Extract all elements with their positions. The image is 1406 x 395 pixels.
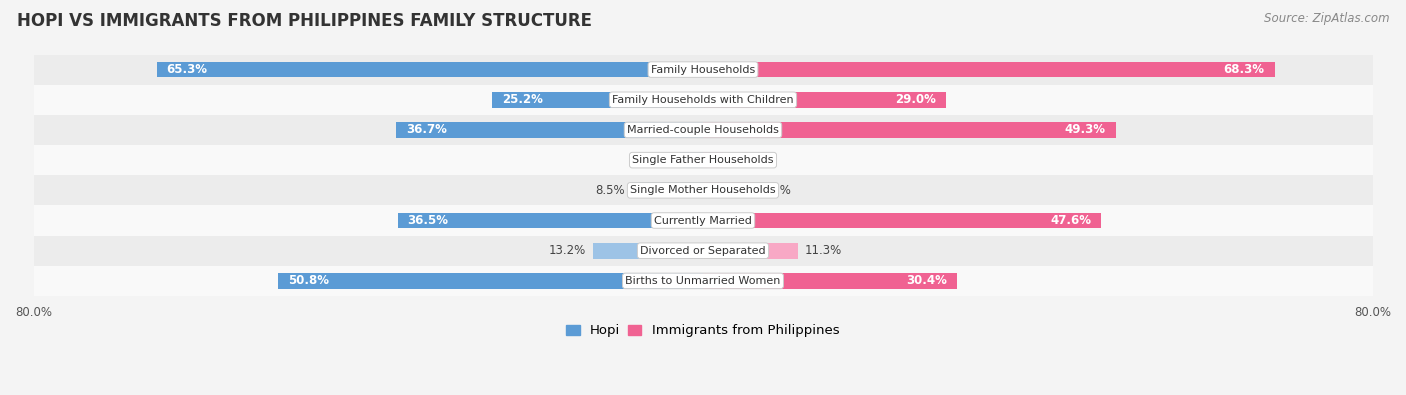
- Legend: Hopi, Immigrants from Philippines: Hopi, Immigrants from Philippines: [561, 319, 845, 342]
- Text: 50.8%: 50.8%: [288, 275, 329, 288]
- Bar: [703, 92, 946, 107]
- Bar: [34, 175, 1372, 205]
- Text: 29.0%: 29.0%: [894, 93, 935, 106]
- Bar: [34, 55, 1372, 85]
- Text: Single Father Households: Single Father Households: [633, 155, 773, 165]
- Text: 30.4%: 30.4%: [907, 275, 948, 288]
- Bar: [398, 213, 703, 228]
- Bar: [34, 145, 1372, 175]
- Bar: [34, 85, 1372, 115]
- Bar: [679, 152, 703, 168]
- Bar: [703, 152, 723, 168]
- Text: Family Households with Children: Family Households with Children: [612, 95, 794, 105]
- Text: Divorced or Separated: Divorced or Separated: [640, 246, 766, 256]
- Bar: [592, 243, 703, 259]
- Text: Married-couple Households: Married-couple Households: [627, 125, 779, 135]
- Text: 13.2%: 13.2%: [548, 244, 586, 257]
- Bar: [278, 273, 703, 289]
- Text: 25.2%: 25.2%: [502, 93, 543, 106]
- Text: Source: ZipAtlas.com: Source: ZipAtlas.com: [1264, 12, 1389, 25]
- Text: 2.4%: 2.4%: [730, 154, 759, 167]
- Bar: [156, 62, 703, 77]
- Text: 68.3%: 68.3%: [1223, 63, 1264, 76]
- Bar: [631, 182, 703, 198]
- Bar: [703, 243, 797, 259]
- Text: HOPI VS IMMIGRANTS FROM PHILIPPINES FAMILY STRUCTURE: HOPI VS IMMIGRANTS FROM PHILIPPINES FAMI…: [17, 12, 592, 30]
- Bar: [703, 182, 754, 198]
- Bar: [34, 266, 1372, 296]
- Bar: [34, 115, 1372, 145]
- Text: 8.5%: 8.5%: [596, 184, 626, 197]
- Text: Births to Unmarried Women: Births to Unmarried Women: [626, 276, 780, 286]
- Bar: [703, 122, 1115, 138]
- Text: Currently Married: Currently Married: [654, 216, 752, 226]
- Bar: [396, 122, 703, 138]
- Bar: [703, 62, 1275, 77]
- Bar: [703, 213, 1101, 228]
- Text: 49.3%: 49.3%: [1064, 124, 1105, 136]
- Text: 2.8%: 2.8%: [643, 154, 673, 167]
- Bar: [34, 235, 1372, 266]
- Text: 65.3%: 65.3%: [166, 63, 208, 76]
- Text: 6.1%: 6.1%: [761, 184, 790, 197]
- Text: Family Households: Family Households: [651, 65, 755, 75]
- Text: Single Mother Households: Single Mother Households: [630, 185, 776, 196]
- Text: 47.6%: 47.6%: [1050, 214, 1091, 227]
- Text: 36.5%: 36.5%: [408, 214, 449, 227]
- Text: 11.3%: 11.3%: [804, 244, 842, 257]
- Bar: [492, 92, 703, 107]
- Bar: [34, 205, 1372, 235]
- Bar: [703, 273, 957, 289]
- Text: 36.7%: 36.7%: [406, 124, 447, 136]
